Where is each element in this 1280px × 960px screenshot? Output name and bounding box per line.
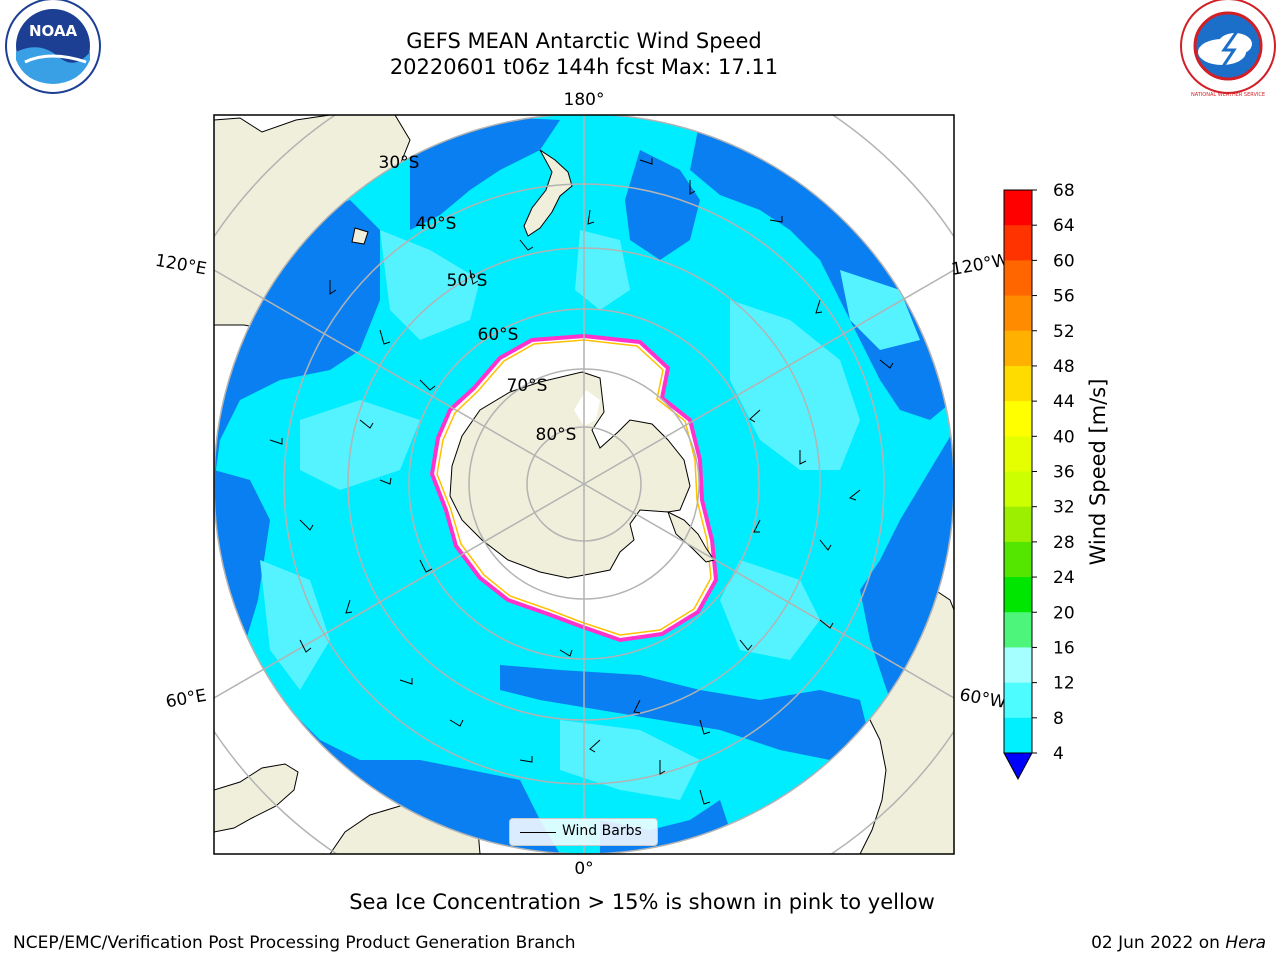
new-zealand-land — [523, 149, 573, 237]
colorbar-tick-label: 44 — [1053, 392, 1075, 412]
colorbar-segment — [1004, 471, 1032, 508]
colorbar-tick-label: 20 — [1053, 603, 1075, 623]
colorbar-tick-label: 24 — [1053, 568, 1075, 588]
colorbar-segment — [1004, 401, 1032, 437]
meridian-label-60w: 60°W — [958, 685, 1008, 713]
colorbar-segment — [1004, 330, 1032, 367]
footer-host: Hera — [1225, 933, 1266, 953]
colorbar-segment — [1004, 717, 1032, 754]
meridian-label-0: 0° — [574, 859, 593, 879]
colorbar-tick-label: 4 — [1053, 744, 1064, 764]
parallel-label-60s: 60°S — [478, 325, 519, 345]
parallel-label-80s: 80°S — [536, 425, 577, 445]
parallel-label-40s: 40°S — [416, 214, 457, 234]
footer-date: 02 Jun 2022 on Hera — [1091, 933, 1266, 953]
colorbar-tick-label: 12 — [1053, 674, 1075, 694]
colorbar-segment — [1004, 225, 1032, 261]
colorbar-tick-label: 68 — [1053, 181, 1075, 201]
map-subtitle: 20220601 t06z 144h fcst Max: 17.11 — [389, 55, 779, 79]
colorbar-segment — [1004, 260, 1032, 297]
colorbar: 68 64 60 56 52 48 44 40 36 32 28 24 20 16 12 8 4 — [1003, 181, 1075, 781]
colorbar-segment — [1004, 541, 1032, 578]
footer-credit: NCEP/EMC/Verification Post Processing Pr… — [13, 933, 576, 953]
colorbar-tick-label: 60 — [1053, 251, 1075, 271]
colorbar-extension — [1003, 752, 1033, 781]
map-title: GEFS MEAN Antarctic Wind Speed — [406, 29, 762, 53]
colorbar-segment — [1004, 577, 1032, 613]
meridian-label-60e: 60°E — [164, 686, 208, 713]
map-frame — [213, 114, 955, 855]
colorbar-segment — [1004, 295, 1032, 332]
colorbar-tick-label: 28 — [1053, 533, 1075, 553]
colorbar-tick-label: 8 — [1053, 709, 1064, 729]
noaa-logo: NOAA — [5, 0, 101, 94]
parallel-label-50s: 50°S — [447, 271, 488, 291]
noaa-logo-text: NOAA — [29, 22, 78, 40]
tasmania-land — [351, 227, 369, 245]
colorbar-tick-label: 64 — [1053, 216, 1075, 236]
meridian-label-180: 180° — [564, 90, 605, 110]
footer-date-text: 02 Jun 2022 on — [1091, 933, 1226, 953]
colorbar-segment — [1004, 190, 1032, 226]
colorbar-tick-label: 32 — [1053, 498, 1075, 518]
colorbar-tick-label: 40 — [1053, 427, 1075, 447]
legend-label: Wind Barbs — [562, 823, 642, 839]
colorbar-segment — [1004, 506, 1032, 543]
colorbar-tick-label: 56 — [1053, 287, 1075, 307]
colorbar-tick-label: 48 — [1053, 357, 1075, 377]
wind-barb-legend-line — [520, 832, 556, 833]
nws-logo-text: NATIONAL WEATHER SERVICE — [1191, 92, 1265, 98]
map-legend: Wind Barbs — [509, 818, 658, 846]
colorbar-segment — [1004, 612, 1032, 648]
graticule — [214, 115, 954, 854]
meridian-label-120w: 120°W — [950, 250, 1011, 280]
parallel-label-70s: 70°S — [507, 376, 548, 396]
madagascar-land — [214, 763, 299, 833]
colorbar-tick-label: 16 — [1053, 638, 1075, 658]
colorbar-segment — [1004, 647, 1032, 684]
colorbar-tick-label: 52 — [1053, 322, 1075, 342]
caption: Sea Ice Concentration > 15% is shown in … — [349, 890, 935, 914]
map-area — [214, 115, 954, 854]
colorbar-label: Wind Speed [m/s] — [1086, 379, 1110, 566]
colorbar-segment — [1004, 365, 1032, 402]
wind-barbs — [269, 158, 894, 805]
nws-logo: NATIONAL WEATHER SERVICE — [1180, 0, 1276, 98]
meridian-label-120e: 120°E — [154, 251, 208, 280]
colorbar-tick-label: 36 — [1053, 463, 1075, 483]
colorbar-segment — [1004, 436, 1032, 472]
parallel-label-30s: 30°S — [379, 153, 420, 173]
colorbar-segment — [1004, 682, 1032, 719]
